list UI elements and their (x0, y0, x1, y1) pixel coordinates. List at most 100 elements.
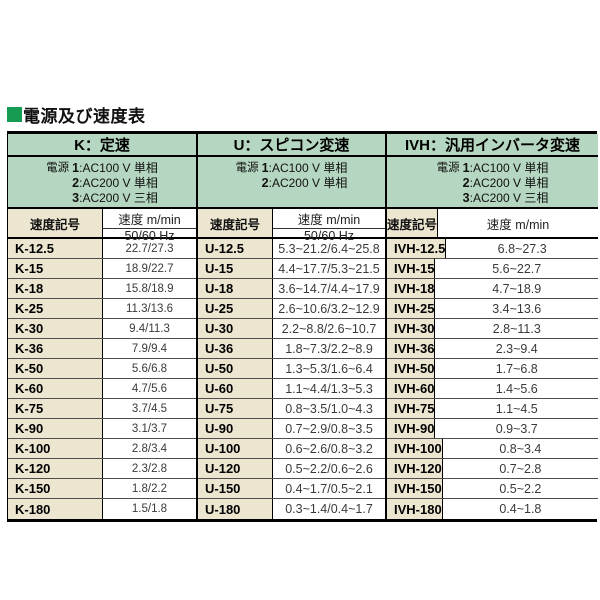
table-row: U-180 0.3~1.4/0.4~1.7 (198, 499, 385, 519)
speed-symbol-cell: IVH-12.5 (387, 239, 447, 258)
power-desc: :AC200 V 単相 (469, 176, 549, 190)
group-header: K：定速 (8, 134, 196, 157)
speed-value-cell: 2.3/2.8 (131, 462, 168, 475)
speed-symbol-cell: IVH-50 (387, 359, 436, 378)
table-row: K-90 3.1/3.7 (8, 419, 196, 439)
speed-value-cell: 1.7~6.8 (495, 361, 538, 376)
power-line: 1:AC100 V 単相 (262, 161, 348, 176)
power-label: 電源 (235, 162, 259, 174)
power-desc: :AC100 V 単相 (469, 161, 549, 175)
speed-symbol-cell: K-12.5 (8, 239, 103, 258)
table-row: IVH-30 2.8~11.3 (387, 319, 598, 339)
speed-symbol-cell: K-25 (8, 299, 103, 318)
speed-symbol-cell: U-30 (198, 319, 273, 338)
speed-value-cell: 0.8~3.4 (499, 441, 542, 456)
speed-symbol-cell: IVH-25 (387, 299, 436, 318)
speed-symbol-cell: U-180 (198, 499, 273, 519)
speed-symbol-cell: K-120 (8, 459, 103, 478)
speed-value-cell: 3.7/4.5 (131, 402, 168, 415)
speed-value-cell: 2.6~10.6/3.2~12.9 (278, 301, 380, 316)
speed-value-cell: 0.7~2.9/0.8~3.5 (285, 421, 373, 436)
power-speed-table: K：定速 電源 1:AC100 V 単相 2:AC (7, 131, 598, 522)
table-row: IVH-100 0.8~3.4 (387, 439, 598, 459)
table-row: U-18 3.6~14.7/4.4~17.9 (198, 279, 385, 299)
power-number: 1 (72, 161, 80, 175)
data-rows: K-12.5 22.7/27.3 K-15 18.9/22.7 K-18 15.… (8, 239, 196, 519)
table-row: U-120 0.5~2.2/0.6~2.6 (198, 459, 385, 479)
table-row: IVH-180 0.4~1.8 (387, 499, 598, 519)
speed-symbol-cell: K-15 (8, 259, 103, 278)
table-row: K-75 3.7/4.5 (8, 399, 196, 419)
speed-column-header: 速度 m/min (438, 209, 598, 237)
speed-value-cell: 3.4~13.6 (492, 301, 542, 316)
speed-symbol-cell: U-18 (198, 279, 273, 298)
column-header-row: 速度記号 速度 m/min (387, 209, 598, 239)
power-lines: 1:AC100 V 単相 2:AC200 V 単相 (262, 161, 348, 191)
speed-symbol-cell: K-30 (8, 319, 103, 338)
power-number: 2 (72, 176, 80, 190)
speed-symbol-cell: U-36 (198, 339, 273, 358)
speed-value-cell: 2.2~8.8/2.6~10.7 (281, 321, 377, 336)
speed-symbol-cell: U-120 (198, 459, 273, 478)
power-row: 電源 1:AC100 V 単相 2:AC200 V 単相 (8, 161, 196, 206)
speed-symbol-cell: K-18 (8, 279, 103, 298)
speed-value-cell: 9.4/11.3 (129, 322, 170, 335)
table-row: IVH-60 1.4~5.6 (387, 379, 598, 399)
speed-symbol-cell: IVH-150 (387, 479, 443, 498)
table-row: K-18 15.8/18.9 (8, 279, 196, 299)
speed-symbol-cell: IVH-90 (387, 419, 436, 438)
table-row: K-12.5 22.7/27.3 (8, 239, 196, 259)
speed-value-cell: 4.4~17.7/5.3~21.5 (278, 261, 380, 276)
speed-value-cell: 11.3/13.6 (125, 302, 174, 315)
power-desc: :AC200 V 単相 (79, 176, 158, 190)
table-row: IVH-150 0.5~2.2 (387, 479, 598, 499)
speed-symbol-cell: U-75 (198, 399, 273, 418)
speed-column-header: 速度 m/min 50/60 Hz (273, 209, 385, 243)
speed-value-cell: 7.9/9.4 (131, 342, 168, 355)
speed-symbol-cell: U-90 (198, 419, 273, 438)
power-label: 電源 (46, 162, 70, 174)
symbol-column-header: 速度記号 (198, 209, 273, 237)
symbol-column-header: 速度記号 (8, 209, 103, 237)
table-row: U-150 0.4~1.7/0.5~2.1 (198, 479, 385, 499)
power-line: 1:AC100 V 単相 (463, 161, 549, 176)
power-row: 電源 1:AC100 V 単相 2:AC200 V 単相 (387, 161, 598, 206)
speed-header-label: 速度 m/min (486, 217, 550, 232)
power-number: 3 (462, 191, 470, 205)
speed-value-cell: 1.1~4.5 (495, 401, 538, 416)
speed-value-cell: 15.8/18.9 (125, 282, 174, 295)
table-row: U-15 4.4~17.7/5.3~21.5 (198, 259, 385, 279)
group-header: IVH：汎用インバータ変速 (387, 134, 598, 157)
speed-value-cell: 2.8/3.4 (131, 442, 168, 455)
speed-value-cell: 3.1/3.7 (131, 422, 168, 435)
speed-value-cell: 0.4~1.8 (499, 502, 542, 516)
speed-symbol-cell: IVH-36 (387, 339, 436, 358)
power-row: 電源 1:AC100 V 単相 2:AC200 V 単相 (198, 161, 385, 191)
power-number: 1 (261, 161, 269, 175)
section-bullet-icon (7, 107, 22, 122)
speed-value-cell: 1.3~5.3/1.6~6.4 (285, 361, 373, 376)
speed-value-cell: 1.4~5.6 (495, 381, 538, 396)
table-row: U-30 2.2~8.8/2.6~10.7 (198, 319, 385, 339)
speed-symbol-cell: IVH-120 (387, 459, 443, 478)
table-row: IVH-75 1.1~4.5 (387, 399, 598, 419)
power-number: 2 (462, 176, 470, 190)
table-row: IVH-18 4.7~18.9 (387, 279, 598, 299)
speed-header-label: 速度 m/min (118, 213, 181, 227)
table-row: K-25 11.3/13.6 (8, 299, 196, 319)
speed-symbol-cell: K-50 (8, 359, 103, 378)
speed-symbol-cell: IVH-15 (387, 259, 436, 278)
table-row: U-12.5 5.3~21.2/6.4~25.8 (198, 239, 385, 259)
table-row: IVH-90 0.9~3.7 (387, 419, 598, 439)
speed-symbol-cell: K-90 (8, 419, 103, 438)
speed-header-frequency: 50/60 Hz (273, 228, 385, 243)
speed-value-cell: 1.8~7.3/2.2~8.9 (285, 341, 373, 356)
speed-value-cell: 0.5~2.2/0.6~2.6 (285, 461, 373, 476)
speed-value-cell: 0.8~3.5/1.0~4.3 (285, 401, 373, 416)
table-row: U-90 0.7~2.9/0.8~3.5 (198, 419, 385, 439)
power-desc: :AC100 V 単相 (79, 161, 158, 175)
speed-value-cell: 18.9/22.7 (125, 262, 174, 275)
group-header: U：スピコン変速 (198, 134, 385, 157)
table-row: U-60 1.1~4.4/1.3~5.3 (198, 379, 385, 399)
speed-header-label: 速度 m/min (297, 213, 361, 227)
